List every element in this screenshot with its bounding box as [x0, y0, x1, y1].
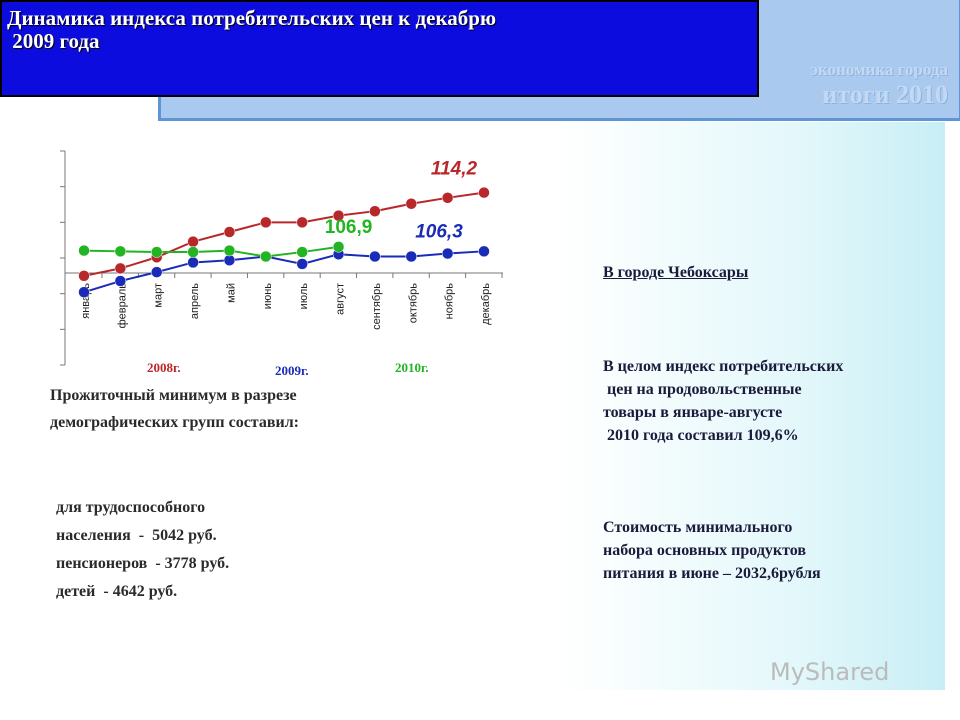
point: [296, 246, 308, 258]
text-line: детей - 4642 руб.: [56, 583, 178, 600]
data-label: 114,2: [431, 159, 478, 180]
point: [260, 216, 272, 229]
text-line: цен на продовольственные: [603, 381, 802, 398]
point: [78, 270, 90, 282]
text-line: Стоимость минимального: [603, 519, 793, 536]
point: [223, 226, 236, 238]
point: [187, 246, 199, 258]
title-line: 2009 года: [7, 29, 100, 53]
legend-label: 2009г.: [275, 363, 309, 378]
series-line: [83, 191, 485, 277]
title-box: Динамика индекса потребительских цен к д…: [0, 0, 759, 97]
left-heading: Прожиточный минимум в разрезе демографич…: [50, 382, 299, 436]
text-line: населения - 5042 руб.: [56, 527, 217, 544]
x-tick-label: декабрь: [480, 283, 492, 325]
right-panel: [560, 122, 945, 690]
point: [114, 262, 127, 275]
brand: MyShared: [770, 658, 890, 686]
point: [478, 186, 490, 199]
point: [150, 246, 163, 258]
series-line: [83, 245, 339, 258]
x-tick-label: апрель: [189, 283, 201, 319]
point: [260, 250, 272, 263]
text-line: 2010 года составил 109,6%: [603, 427, 799, 444]
text-line: питания в июне – 2032,6рубля: [603, 565, 821, 582]
point: [405, 198, 418, 210]
point: [478, 245, 490, 258]
data-label: 106,3: [415, 221, 463, 242]
right-heading: В городе Чебоксары: [603, 264, 749, 281]
point: [223, 254, 236, 266]
text-line: для трудоспособного: [56, 499, 206, 516]
point: [150, 266, 163, 278]
point: [369, 250, 381, 263]
legend-label: 2008г.: [147, 360, 181, 375]
point: [405, 250, 418, 263]
legend-label: 2010г.: [395, 360, 429, 375]
point: [223, 244, 236, 257]
point: [187, 256, 199, 269]
data-label: 106,9: [325, 217, 373, 238]
x-tick-label: июль: [298, 283, 310, 310]
x-tick-label: март: [153, 283, 165, 308]
title-line: Динамика индекса потребительских цен к д…: [7, 6, 496, 30]
text-line: товары в январе-августе: [603, 404, 783, 421]
watermark-line: экономика города: [810, 60, 948, 79]
point: [78, 244, 90, 257]
right-para: Стоимость минимального набора основных п…: [603, 516, 821, 585]
point: [296, 216, 308, 229]
series-line: [83, 250, 485, 294]
text-line: пенсионеров - 3778 руб.: [56, 555, 230, 572]
point: [114, 245, 127, 258]
right-para: В целом индекс потребительских цен на пр…: [603, 355, 843, 447]
text-line: набора основных продуктов: [603, 542, 807, 559]
x-tick-label: февраль: [116, 283, 128, 329]
point: [296, 258, 308, 270]
x-tick-label: октябрь: [407, 283, 419, 323]
point: [441, 192, 454, 204]
x-tick-label: май: [225, 283, 237, 303]
point: [369, 205, 381, 217]
left-items: для трудоспособного населения - 5042 руб…: [56, 494, 229, 606]
point: [114, 275, 127, 287]
x-tick-label: сентябрь: [371, 283, 383, 330]
watermark-line: итоги 2010: [822, 80, 948, 109]
text-line: Прожиточный минимум в разрезе: [50, 387, 297, 404]
x-tick-label: июнь: [262, 283, 274, 309]
x-tick-label: ноябрь: [444, 283, 456, 320]
text-line: В целом индекс потребительских: [603, 358, 844, 375]
point: [332, 241, 345, 253]
text-line: демографических групп составил:: [50, 414, 300, 431]
point: [332, 209, 345, 222]
point: [441, 247, 454, 260]
point: [78, 286, 90, 298]
x-tick-label: август: [335, 283, 347, 315]
point: [187, 235, 199, 248]
watermark: экономика города итоги 2010: [811, 60, 948, 110]
